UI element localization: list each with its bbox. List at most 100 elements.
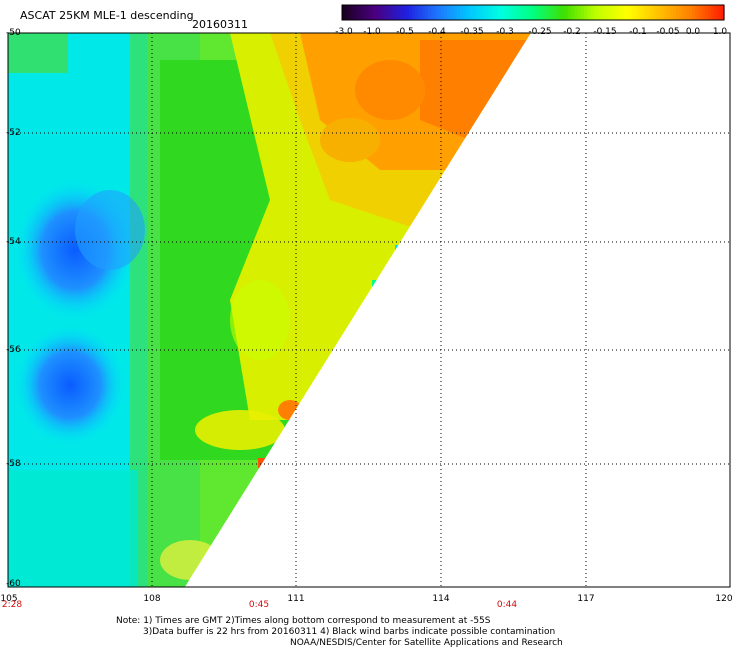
plot-frame	[7, 32, 731, 588]
colorbar-segment	[666, 5, 671, 20]
colorbar-segment	[599, 5, 604, 20]
colorbar-segment	[434, 5, 439, 20]
lon-label: 114	[432, 594, 450, 604]
colorbar-segment	[673, 5, 677, 20]
colorbar-segment	[612, 5, 617, 20]
lat-label: -54	[6, 237, 21, 247]
colorbar-segment	[459, 5, 464, 20]
colorbar-segment	[695, 5, 700, 20]
colorbar-label: -1.0	[363, 27, 381, 37]
colorbar-label: -0.25	[528, 27, 552, 37]
colorbar-segment	[485, 5, 490, 20]
colorbar-segment	[682, 5, 687, 20]
colorbar-segment	[650, 5, 655, 20]
colorbar-segment	[389, 5, 394, 20]
map-title: ASCAT 25KM MLE-1 descending	[20, 9, 194, 22]
colorbar-segment	[497, 5, 502, 20]
colorbar-segment	[552, 5, 556, 20]
colorbar-segment	[692, 5, 696, 20]
colorbar-segment	[412, 5, 416, 20]
lon-label: 111	[287, 594, 305, 604]
colorbar-segment	[685, 5, 690, 20]
colorbar-segment	[574, 5, 579, 20]
colorbar-label: -0.3	[496, 27, 514, 37]
colorbar-segment	[427, 5, 432, 20]
colorbar-segment	[351, 5, 356, 20]
colorbar-segment	[593, 5, 598, 20]
colorbar-label: -0.2	[563, 27, 581, 37]
colorbar-segment	[450, 5, 455, 20]
colorbar-segment	[469, 5, 474, 20]
colorbar-segment	[354, 5, 359, 20]
colorbar-segment	[628, 5, 633, 20]
colorbar-segment	[577, 5, 582, 20]
colorbar-segment	[634, 5, 639, 20]
colorbar-segment	[510, 5, 515, 20]
colorbar-segment	[504, 5, 509, 20]
colorbar-segment	[440, 5, 445, 20]
colorbar-segment	[676, 5, 681, 20]
colorbar-segment	[488, 5, 493, 20]
colorbar-segment	[415, 5, 419, 20]
colorbar-label: -0.5	[396, 27, 414, 37]
colorbar-segment	[638, 5, 642, 20]
colorbar-label: 0.0	[685, 27, 701, 37]
note-line-2: 3)Data buffer is 22 hrs from 20160311 4)…	[143, 627, 556, 637]
colorbar-label: -0.4	[428, 27, 446, 37]
colorbar-segment	[571, 5, 575, 20]
map-date: 20160311	[192, 18, 248, 31]
colorbar-segment	[606, 5, 610, 20]
colorbar-segment	[361, 5, 365, 20]
colorbar-segment	[711, 5, 716, 20]
colorbar-label: -0.35	[460, 27, 484, 37]
colorbar-segment	[520, 5, 525, 20]
note-line-1: Note: 1) Times are GMT 2)Times along bot…	[116, 616, 491, 626]
colorbar-segment	[342, 5, 346, 20]
colorbar	[341, 4, 725, 21]
colorbar-segment	[568, 5, 572, 20]
colorbar-segment	[380, 5, 384, 20]
colorbar-segment	[482, 5, 486, 20]
colorbar-segment	[437, 5, 442, 20]
colorbar-segment	[478, 5, 483, 20]
colorbar-segment	[558, 5, 563, 20]
colorbar-segment	[507, 5, 512, 20]
colorbar-label: 1.0	[712, 27, 728, 37]
colorbar-segment	[491, 5, 496, 20]
colorbar-segment	[475, 5, 480, 20]
colorbar-segment	[704, 5, 709, 20]
colorbar-segment	[370, 5, 375, 20]
colorbar-segment	[647, 5, 652, 20]
lon-label: 120	[715, 594, 733, 604]
colorbar-segment	[536, 5, 540, 20]
colorbar-segment	[587, 5, 591, 20]
colorbar-segment	[526, 5, 531, 20]
colorbar-segment	[367, 5, 372, 20]
colorbar-segment	[545, 5, 550, 20]
colorbar-segment	[523, 5, 528, 20]
colorbar-segment	[443, 5, 448, 20]
colorbar-segment	[580, 5, 585, 20]
colorbar-segment	[641, 5, 646, 20]
colorbar-segment	[383, 5, 388, 20]
colorbar-segment	[421, 5, 426, 20]
colorbar-segment	[618, 5, 623, 20]
colorbar-segment	[720, 5, 725, 20]
colorbar-segment	[345, 5, 349, 20]
note-line-3: NOAA/NESDIS/Center for Satellite Applica…	[290, 638, 563, 648]
colorbar-segment	[424, 5, 429, 20]
colorbar-segment	[708, 5, 712, 20]
colorbar-segment	[357, 5, 362, 20]
colorbar-segment	[548, 5, 553, 20]
colorbar-segment	[447, 5, 451, 20]
colorbar-segment	[456, 5, 461, 20]
lon-label: 117	[577, 594, 595, 604]
colorbar-label: -0.1	[629, 27, 647, 37]
colorbar-segment	[625, 5, 630, 20]
lon-label: 108	[143, 594, 161, 604]
lat-label: -58	[6, 459, 21, 469]
lat-label: -56	[6, 345, 21, 355]
time-label: 0:44	[496, 600, 518, 610]
colorbar-segment	[405, 5, 410, 20]
